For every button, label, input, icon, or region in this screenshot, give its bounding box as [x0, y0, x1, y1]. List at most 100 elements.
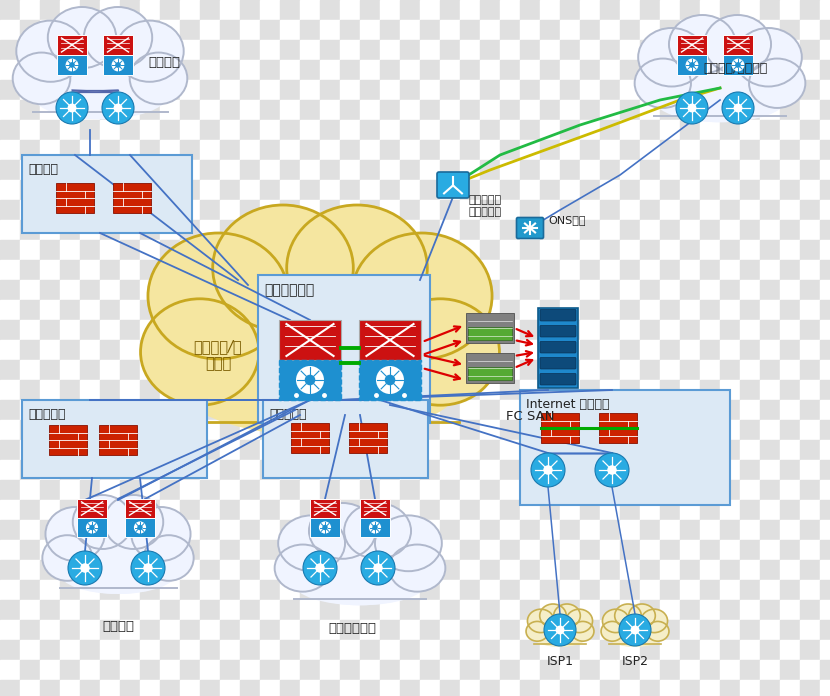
FancyBboxPatch shape [468, 326, 512, 340]
Bar [780, 260, 800, 280]
Bar [0, 320, 20, 340]
Bar [520, 580, 540, 600]
Bar [420, 340, 440, 360]
Bar [660, 380, 680, 400]
Bar [560, 660, 580, 680]
Bar [640, 100, 660, 120]
Bar [160, 20, 180, 40]
Bar [680, 600, 700, 620]
FancyBboxPatch shape [99, 425, 137, 455]
Bar [500, 120, 520, 140]
Bar [320, 340, 340, 360]
Bar [20, 40, 40, 60]
Circle shape [90, 525, 95, 530]
Bar [140, 240, 160, 260]
Bar [380, 360, 400, 380]
Bar [460, 40, 480, 60]
Bar [20, 120, 40, 140]
Bar [0, 560, 20, 580]
Bar [360, 140, 380, 160]
Bar [480, 80, 500, 100]
Bar [400, 140, 420, 160]
Bar [300, 380, 320, 400]
Bar [500, 400, 520, 420]
Bar [420, 80, 440, 100]
Bar [240, 60, 260, 80]
Bar [20, 360, 40, 380]
Bar [260, 60, 280, 80]
Bar [400, 480, 420, 500]
Bar [560, 360, 580, 380]
Bar [480, 680, 500, 696]
Bar [0, 140, 20, 160]
Bar [420, 440, 440, 460]
Bar [60, 260, 80, 280]
Bar [380, 660, 400, 680]
Ellipse shape [641, 609, 667, 633]
Bar [160, 360, 180, 380]
Bar [40, 120, 60, 140]
Bar [660, 200, 680, 220]
Text: 总部核心/备份网络: 总部核心/备份网络 [704, 61, 768, 74]
Bar [200, 100, 220, 120]
Bar [380, 180, 400, 200]
Bar [480, 620, 500, 640]
Bar [680, 480, 700, 500]
Text: 核心交换网络: 核心交换网络 [264, 283, 315, 297]
Bar [60, 20, 80, 40]
Bar [560, 600, 580, 620]
Bar [680, 440, 700, 460]
Bar [20, 260, 40, 280]
Bar [400, 340, 420, 360]
Bar [500, 500, 520, 520]
Bar [120, 460, 140, 480]
Bar [240, 380, 260, 400]
Bar [300, 580, 320, 600]
Bar [340, 520, 360, 540]
Bar [640, 120, 660, 140]
Bar [620, 520, 640, 540]
Bar [80, 620, 100, 640]
Bar [520, 20, 540, 40]
FancyBboxPatch shape [723, 35, 753, 55]
Bar [240, 220, 260, 240]
Bar [740, 160, 760, 180]
Bar [340, 240, 360, 260]
FancyBboxPatch shape [291, 423, 329, 453]
Bar [680, 60, 700, 80]
Bar [260, 300, 280, 320]
Bar [780, 80, 800, 100]
Bar [100, 520, 120, 540]
Bar [60, 660, 80, 680]
Bar [320, 420, 340, 440]
Bar [320, 580, 340, 600]
Bar [120, 300, 140, 320]
Bar [700, 260, 720, 280]
Bar [760, 560, 780, 580]
Bar [380, 380, 400, 400]
Bar [580, 140, 600, 160]
Bar [500, 440, 520, 460]
Bar [540, 600, 560, 620]
Bar [380, 200, 400, 220]
Bar [640, 300, 660, 320]
Bar [500, 600, 520, 620]
Bar [460, 620, 480, 640]
Ellipse shape [275, 544, 331, 592]
Bar [280, 280, 300, 300]
Bar [80, 640, 100, 660]
Bar [40, 460, 60, 480]
Bar [360, 220, 380, 240]
Bar [380, 260, 400, 280]
FancyBboxPatch shape [113, 183, 151, 213]
Bar [260, 0, 280, 20]
Bar [660, 0, 680, 20]
Bar [560, 500, 580, 520]
Bar [540, 440, 560, 460]
Bar [180, 660, 200, 680]
Bar [300, 400, 320, 420]
Bar [160, 600, 180, 620]
Bar [320, 100, 340, 120]
Bar [740, 320, 760, 340]
Bar [100, 440, 120, 460]
